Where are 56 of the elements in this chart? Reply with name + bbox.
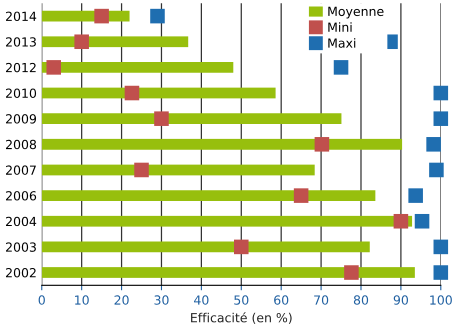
point — [294, 188, 308, 203]
point — [124, 86, 140, 100]
point — [434, 86, 448, 100]
x-tick-label: 60 — [274, 295, 288, 305]
point — [150, 8, 165, 24]
bar — [42, 164, 315, 176]
bar — [42, 242, 370, 252]
y-tick-label: 2013 — [6, 37, 36, 47]
bar — [42, 267, 415, 278]
x-tick-label: 40 — [194, 295, 208, 305]
point — [74, 34, 89, 50]
point — [434, 111, 448, 126]
y-tick-label: 2010 — [6, 88, 36, 98]
point — [154, 111, 169, 126]
point — [434, 265, 448, 280]
point — [344, 265, 359, 280]
point — [94, 8, 109, 24]
x-tick-label: 20 — [114, 295, 129, 305]
point — [134, 162, 149, 178]
point — [429, 162, 444, 178]
y-tick-label: 2014 — [6, 12, 36, 22]
x-tick-label: 30 — [154, 295, 169, 305]
x-tick-label: 90 — [394, 295, 408, 305]
legend-label: Moyenne — [328, 6, 384, 18]
y-tick-label: 2004 — [6, 216, 36, 226]
bar — [42, 138, 402, 150]
bar — [42, 88, 276, 98]
x-tick-label: 70 — [314, 295, 328, 305]
y-tick-label: 2009 — [6, 114, 36, 124]
bar — [42, 113, 342, 124]
point — [314, 137, 330, 152]
y-tick-label: 2007 — [6, 165, 36, 175]
bar — [42, 216, 412, 227]
legend-label: Mini — [328, 22, 352, 32]
y-tick-label: 2002 — [6, 268, 36, 278]
x-axis-title: Efficacité (en %) — [191, 312, 292, 324]
y-tick-label: 2003 — [6, 242, 36, 252]
point — [426, 137, 441, 152]
point — [234, 240, 249, 254]
x-tick-label: 50 — [234, 295, 248, 305]
x-tick-label: 100 — [430, 295, 452, 305]
x-tick-label: 0 — [38, 295, 45, 305]
y-tick-label: 2006 — [6, 191, 36, 201]
y-tick-label: 2012 — [6, 62, 36, 72]
point — [434, 240, 448, 254]
point — [408, 188, 423, 203]
x-tick-label: 10 — [75, 295, 89, 305]
x-tick-label: 80 — [354, 295, 368, 305]
point — [414, 214, 430, 229]
bar — [42, 190, 376, 201]
legend-label: Maxi — [328, 38, 356, 48]
point — [46, 60, 62, 75]
bar — [42, 62, 234, 73]
y-tick-label: 2008 — [6, 140, 36, 150]
point — [394, 214, 408, 229]
point — [334, 60, 348, 75]
